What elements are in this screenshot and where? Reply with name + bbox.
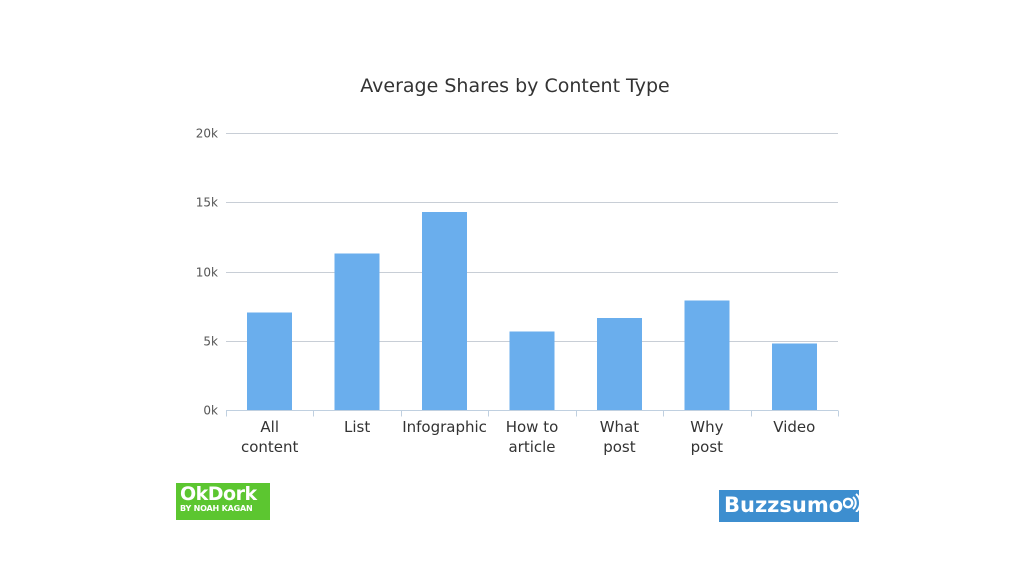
y-axis-ticks: 0k 5k 10k 15k 20k bbox=[196, 127, 218, 418]
buzzsumo-logo-name: Buzzsumo bbox=[724, 493, 844, 517]
okdork-logo-name: OkDork bbox=[180, 483, 257, 505]
bar bbox=[771, 343, 817, 410]
gridlines bbox=[226, 133, 838, 342]
bar bbox=[596, 317, 642, 410]
y-tick-label: 15k bbox=[196, 196, 218, 210]
x-axis bbox=[226, 410, 839, 417]
signal-icon bbox=[842, 492, 862, 519]
bar bbox=[247, 312, 293, 410]
bar bbox=[334, 253, 380, 410]
x-tick-label: Infographic bbox=[402, 418, 487, 436]
y-tick-label: 5k bbox=[203, 335, 218, 349]
bar bbox=[509, 331, 555, 410]
x-tick-label: All content bbox=[241, 418, 299, 456]
x-tick-label: Why post bbox=[690, 418, 723, 456]
y-tick-label: 10k bbox=[196, 266, 218, 280]
x-tick-label: How to article bbox=[506, 418, 559, 456]
y-tick-label: 20k bbox=[196, 127, 218, 141]
okdork-logo: OkDork BY NOAH KAGAN bbox=[176, 483, 270, 520]
bars bbox=[247, 211, 817, 410]
okdork-logo-byline: BY NOAH KAGAN bbox=[180, 504, 253, 513]
chart-title: Average Shares by Content Type bbox=[360, 75, 669, 97]
x-tick-label: Video bbox=[773, 418, 815, 436]
buzzsumo-logo: Buzzsumo bbox=[719, 490, 862, 522]
x-tick-label: What post bbox=[600, 418, 640, 456]
y-tick-label: 0k bbox=[203, 404, 218, 418]
x-tick-label: List bbox=[344, 418, 370, 436]
bar bbox=[422, 211, 468, 410]
x-axis-labels: All content List Infographic How to article Wh… bbox=[241, 418, 815, 456]
bar bbox=[684, 300, 730, 410]
